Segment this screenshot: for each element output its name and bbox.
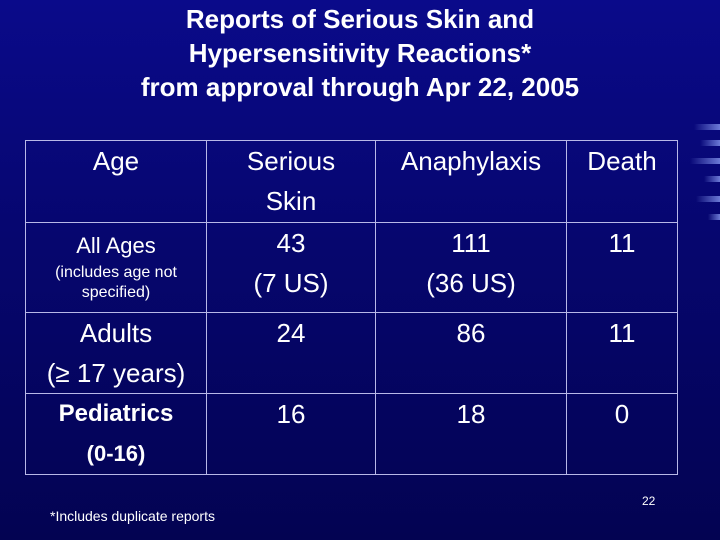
slide-title: Reports of Serious Skin and Hypersensiti…: [40, 2, 680, 104]
header-serious-skin: Serious Skin: [206, 140, 376, 223]
footnote: *Includes duplicate reports: [50, 508, 215, 524]
header-death: Death: [566, 140, 678, 223]
page-number: 22: [642, 494, 656, 508]
header-age: Age: [25, 140, 207, 223]
title-line-3: from approval through Apr 22, 2005: [140, 72, 580, 102]
row-pediatrics-anaphylaxis: 18: [375, 393, 567, 475]
row-adults-age: Adults (≥ 17 years): [25, 312, 207, 394]
row-all-ages-serious-skin: 43 (7 US): [206, 222, 376, 313]
row-all-ages-anaphylaxis: 111 (36 US): [375, 222, 567, 313]
reactions-table: Age Serious Skin Anaphylaxis Death All A…: [25, 140, 678, 475]
row-adults-anaphylaxis: 86: [375, 312, 567, 394]
row-adults-serious-skin: 24: [206, 312, 376, 394]
row-pediatrics-age: Pediatrics (0-16): [25, 393, 207, 475]
title-line-1: Reports of Serious Skin and: [185, 4, 535, 34]
title-line-2: Hypersensitivity Reactions*: [188, 38, 532, 68]
table-header-row: Age Serious Skin Anaphylaxis Death: [25, 140, 678, 223]
table-row: Adults (≥ 17 years) 24 86 11: [25, 312, 678, 394]
header-anaphylaxis: Anaphylaxis: [375, 140, 567, 223]
table-row: All Ages (includes age not specified) 43…: [25, 222, 678, 313]
table-row: Pediatrics (0-16) 16 18 0: [25, 393, 678, 475]
decorative-edge-bars: [680, 110, 720, 240]
row-pediatrics-serious-skin: 16: [206, 393, 376, 475]
row-pediatrics-death: 0: [566, 393, 678, 475]
row-all-ages-age: All Ages (includes age not specified): [25, 222, 207, 313]
row-adults-death: 11: [566, 312, 678, 394]
row-all-ages-death: 11: [566, 222, 678, 313]
